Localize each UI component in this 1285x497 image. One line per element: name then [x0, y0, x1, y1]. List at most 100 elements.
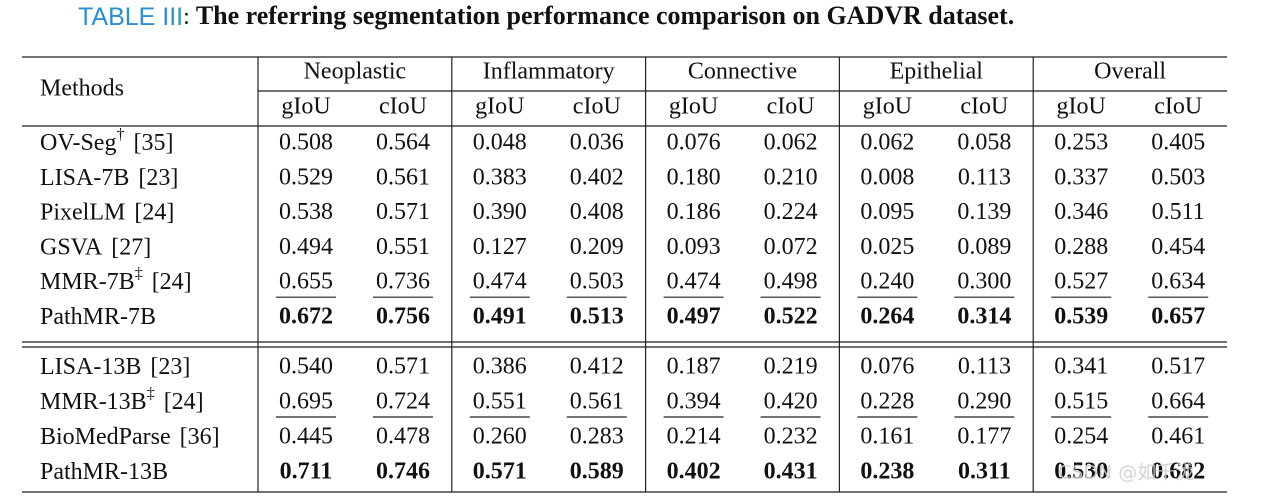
- method-ref: [36]: [180, 424, 220, 450]
- method-ref: [24]: [134, 199, 174, 225]
- method: PixelLM: [40, 199, 125, 225]
- cell-value: 0.564: [376, 130, 430, 156]
- cell-value: 0.025: [860, 234, 914, 260]
- cell-value: 0.454: [1151, 234, 1205, 260]
- cell-value: 0.498: [764, 269, 818, 295]
- metric-header: cIoU: [960, 94, 1008, 120]
- cell-value: 0.224: [764, 199, 818, 225]
- cell-value: 0.341: [1054, 354, 1108, 380]
- cell-value: 0.695: [279, 389, 333, 415]
- cell-value: 0.445: [279, 424, 333, 450]
- cell-value: 0.161: [860, 424, 914, 450]
- cell-value: 0.264: [860, 304, 914, 330]
- cell-value: 0.072: [764, 234, 818, 260]
- cell-value: 0.139: [957, 199, 1011, 225]
- cell-value: 0.232: [764, 424, 818, 450]
- cell-value: 0.008: [860, 164, 914, 190]
- cell-value: 0.491: [473, 304, 527, 330]
- cell-value: 0.655: [279, 269, 333, 295]
- cell-value: 0.314: [957, 304, 1011, 330]
- cell-value: 0.048: [473, 130, 527, 156]
- cell-value: 0.186: [667, 199, 721, 225]
- metric-header: gIoU: [863, 94, 912, 120]
- cell-value: 0.461: [1151, 424, 1205, 450]
- cell-value: 0.214: [667, 424, 721, 450]
- method: MMR-13B: [40, 389, 147, 415]
- cell-value: 0.093: [667, 234, 721, 260]
- cell-value: 0.337: [1054, 164, 1108, 190]
- cell-value: 0.076: [667, 130, 721, 156]
- cell-value: 0.253: [1054, 130, 1108, 156]
- cell-value: 0.561: [570, 389, 624, 415]
- method-name: LISA-13B [23]: [40, 354, 190, 380]
- method-ref: [23]: [138, 164, 178, 190]
- method: PathMR-7B: [40, 304, 156, 330]
- cell-value: 0.311: [958, 459, 1011, 485]
- cell-value: 0.113: [958, 164, 1011, 190]
- cell-value: 0.290: [957, 389, 1011, 415]
- method: LISA-13B: [40, 354, 141, 380]
- caption-separator: :: [183, 4, 190, 30]
- method: PathMR-13B: [40, 459, 168, 485]
- cell-value: 0.571: [376, 354, 430, 380]
- cell-value: 0.664: [1151, 389, 1205, 415]
- method-name: OV-Seg† [35]: [40, 126, 173, 156]
- method-sup: †: [116, 126, 124, 143]
- cell-value: 0.260: [473, 424, 527, 450]
- method-sup: ‡: [135, 265, 143, 282]
- metric-header: gIoU: [1057, 94, 1106, 120]
- method-name: LISA-7B [23]: [40, 164, 178, 190]
- method-name: PixelLM [24]: [40, 199, 174, 225]
- cell-value: 0.538: [279, 199, 333, 225]
- cell-value: 0.062: [764, 130, 818, 156]
- cell-value: 0.589: [570, 459, 624, 485]
- group-header: Connective: [688, 59, 797, 85]
- metric-header: cIoU: [379, 94, 427, 120]
- cell-value: 0.300: [957, 269, 1011, 295]
- method-name: GSVA [27]: [40, 234, 151, 260]
- cell-value: 0.113: [958, 354, 1011, 380]
- method-name: PathMR-13B: [40, 459, 168, 485]
- cell-value: 0.210: [764, 164, 818, 190]
- cell-value: 0.036: [570, 130, 624, 156]
- cell-value: 0.394: [667, 389, 721, 415]
- cell-value: 0.408: [570, 199, 624, 225]
- cell-value: 0.062: [860, 130, 914, 156]
- method-name: MMR-7B‡ [24]: [40, 265, 192, 295]
- cell-value: 0.219: [764, 354, 818, 380]
- cell-value: 0.177: [957, 424, 1011, 450]
- method: GSVA: [40, 234, 103, 260]
- metric-header: gIoU: [669, 94, 718, 120]
- cell-value: 0.551: [473, 389, 527, 415]
- cell-value: 0.672: [279, 304, 333, 330]
- cell-value: 0.539: [1054, 304, 1108, 330]
- metric-header: gIoU: [475, 94, 524, 120]
- method-ref: [23]: [150, 354, 190, 380]
- cell-value: 0.058: [957, 130, 1011, 156]
- cell-value: 0.682: [1151, 459, 1205, 485]
- cell-value: 0.228: [860, 389, 914, 415]
- cell-value: 0.724: [376, 389, 430, 415]
- cell-value: 0.634: [1151, 269, 1205, 295]
- cell-value: 0.238: [860, 459, 914, 485]
- group-header: Overall: [1094, 59, 1166, 85]
- cell-value: 0.095: [860, 199, 914, 225]
- cell-value: 0.386: [473, 354, 527, 380]
- methods-header: Methods: [40, 76, 124, 102]
- cell-value: 0.530: [1054, 459, 1108, 485]
- cell-value: 0.431: [764, 459, 818, 485]
- cell-value: 0.551: [376, 234, 430, 260]
- caption: TABLE III: The referring segmentation per…: [78, 1, 1014, 31]
- cell-value: 0.254: [1054, 424, 1108, 450]
- cell-value: 0.390: [473, 199, 527, 225]
- method-name: PathMR-7B: [40, 304, 156, 330]
- cell-value: 0.503: [570, 269, 624, 295]
- cell-value: 0.478: [376, 424, 430, 450]
- cell-value: 0.561: [376, 164, 430, 190]
- cell-value: 0.517: [1151, 354, 1205, 380]
- method-name: MMR-13B‡ [24]: [40, 385, 204, 415]
- cell-value: 0.283: [570, 424, 624, 450]
- cell-value: 0.420: [764, 389, 818, 415]
- cell-value: 0.240: [860, 269, 914, 295]
